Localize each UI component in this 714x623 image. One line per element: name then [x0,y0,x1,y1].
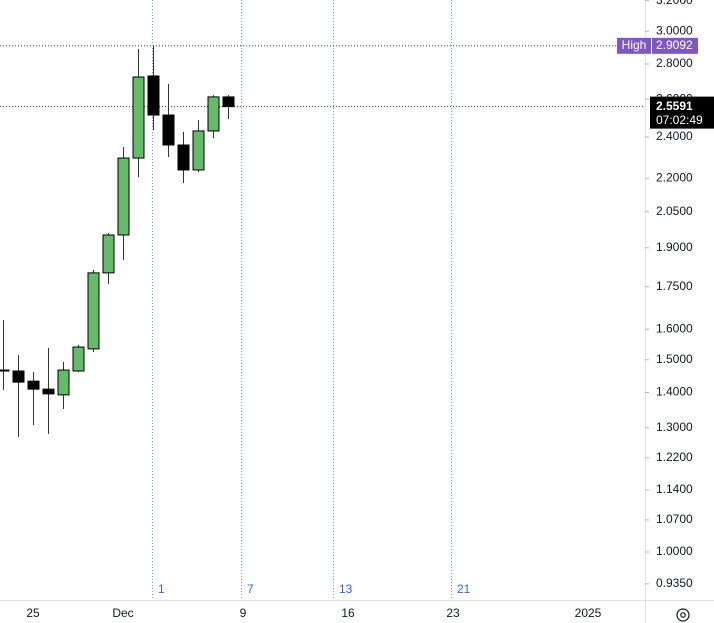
candle-body [177,144,190,171]
candle-body [207,96,220,132]
candle-body [12,370,25,383]
candle-body [87,272,100,350]
y-tick-label: 1.9000 [656,240,693,254]
candle-body [117,157,130,236]
x-tick-label: 16 [341,606,355,620]
countdown: 07:02:49 [656,113,703,127]
y-tick-label: 1.4000 [656,385,693,399]
high-label-box [617,37,651,54]
x-tick-label: 25 [26,606,40,620]
session-label: 1 [158,582,165,596]
y-tick-label: 1.6000 [656,321,693,335]
candle-body [102,234,115,274]
session-label: 21 [457,582,471,596]
high-value: 2.9092 [656,38,693,52]
gear-inner [680,612,686,618]
candle-body [0,369,10,372]
y-tick-label: 1.0700 [656,512,693,526]
y-tick-label: 1.0000 [656,544,693,558]
session-label: 13 [339,582,353,596]
y-tick-label: 2.4000 [656,129,693,143]
candle-body [162,114,175,146]
y-tick-label: 2.8000 [656,56,693,70]
candle-body [222,96,235,108]
candle-body [27,380,40,390]
y-tick-label: 3.0000 [656,23,693,37]
y-tick-label: 3.2000 [656,0,693,7]
x-tick-label: Dec [112,606,133,620]
session-label: 7 [247,582,254,596]
candle-body [132,76,145,159]
candle-body [147,75,160,116]
last-price-box [650,96,714,129]
last-price: 2.5591 [656,99,693,113]
y-tick-label: 0.9350 [656,576,693,590]
y-tick-label: 2.0500 [656,204,693,218]
candle-body [42,388,55,395]
high-label: High [622,38,647,52]
y-tick-label: 1.1400 [656,482,693,496]
high-value-box [652,37,698,54]
x-tick-label: 23 [446,606,460,620]
gear-outer [676,608,690,622]
candle-body [72,346,85,372]
x-tick-label: 2025 [575,606,602,620]
y-tick-label: 1.7500 [656,279,693,293]
candle-body [57,369,70,396]
y-tick-label: 1.3000 [656,420,693,434]
y-tick-label: 1.5000 [656,352,693,366]
candle-body [192,130,205,171]
settings-icon[interactable] [676,608,690,622]
y-tick-label: 1.2200 [656,450,693,464]
x-tick-label: 9 [240,606,247,620]
y-tick-label: 2.2000 [656,170,693,184]
